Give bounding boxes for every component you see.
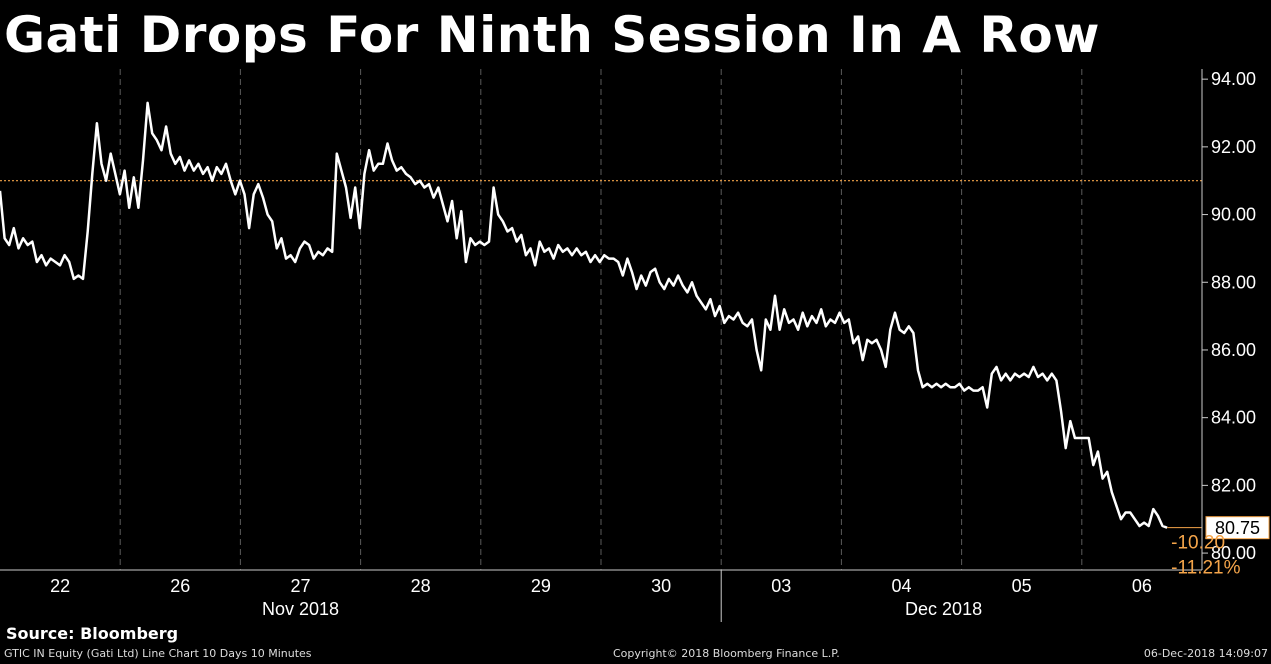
x-tick-label: 05 <box>1012 576 1032 596</box>
price-chart: 94.00 92.00 90.00 88.00 86.00 84.00 82.00 80.00… <box>0 69 1270 622</box>
axis-frame <box>0 69 1203 571</box>
x-tick-label: 03 <box>771 576 791 596</box>
y-tick-label: 94.00 <box>1211 69 1256 89</box>
x-tick-label: 30 <box>651 576 671 596</box>
y-tick-label: 84.00 <box>1211 408 1256 428</box>
x-tick-label: 04 <box>891 576 911 596</box>
change-label: -10.20 <box>1171 533 1225 554</box>
y-tick-label: 92.00 <box>1211 137 1256 157</box>
y-tick-label: 90.00 <box>1211 205 1256 225</box>
x-tick-label: 06 <box>1132 576 1152 596</box>
y-axis: 94.00 92.00 90.00 88.00 86.00 84.00 82.00 80.00 <box>1202 69 1256 563</box>
x-tick-label: 29 <box>531 576 551 596</box>
y-tick-label: 82.00 <box>1211 475 1256 495</box>
source-note: Source: Bloomberg <box>6 624 179 643</box>
month-label: Nov 2018 <box>262 599 339 619</box>
footer-copyright: Copyright© 2018 Bloomberg Finance L.P. <box>613 647 840 660</box>
month-label: Dec 2018 <box>905 599 982 619</box>
x-tick-label: 27 <box>290 576 310 596</box>
y-tick-label: 80.00 <box>1211 543 1256 563</box>
grid <box>119 69 1083 570</box>
change-percent-label: -11.21% <box>1171 558 1240 579</box>
footer-description: GTIC IN Equity (Gati Ltd) Line Chart 10 … <box>4 647 312 660</box>
price-series-line <box>0 101 1168 529</box>
x-tick-label: 22 <box>50 576 70 596</box>
x-tick-label: 28 <box>411 576 431 596</box>
y-tick-label: 88.00 <box>1211 272 1256 292</box>
x-tick-label: 26 <box>170 576 190 596</box>
footer-timestamp: 06-Dec-2018 14:09:07 <box>1143 647 1268 660</box>
last-price-label: 80.75 <box>1215 518 1260 538</box>
x-axis: 22 26 27 28 29 30 03 04 05 06 Nov 2018 Dec 2018 <box>50 570 1152 622</box>
chart-title: Gati Drops For Ninth Session In A Row <box>4 6 1100 64</box>
last-price-badge: 80.75 <box>1205 516 1270 540</box>
y-tick-label: 86.00 <box>1211 340 1256 360</box>
